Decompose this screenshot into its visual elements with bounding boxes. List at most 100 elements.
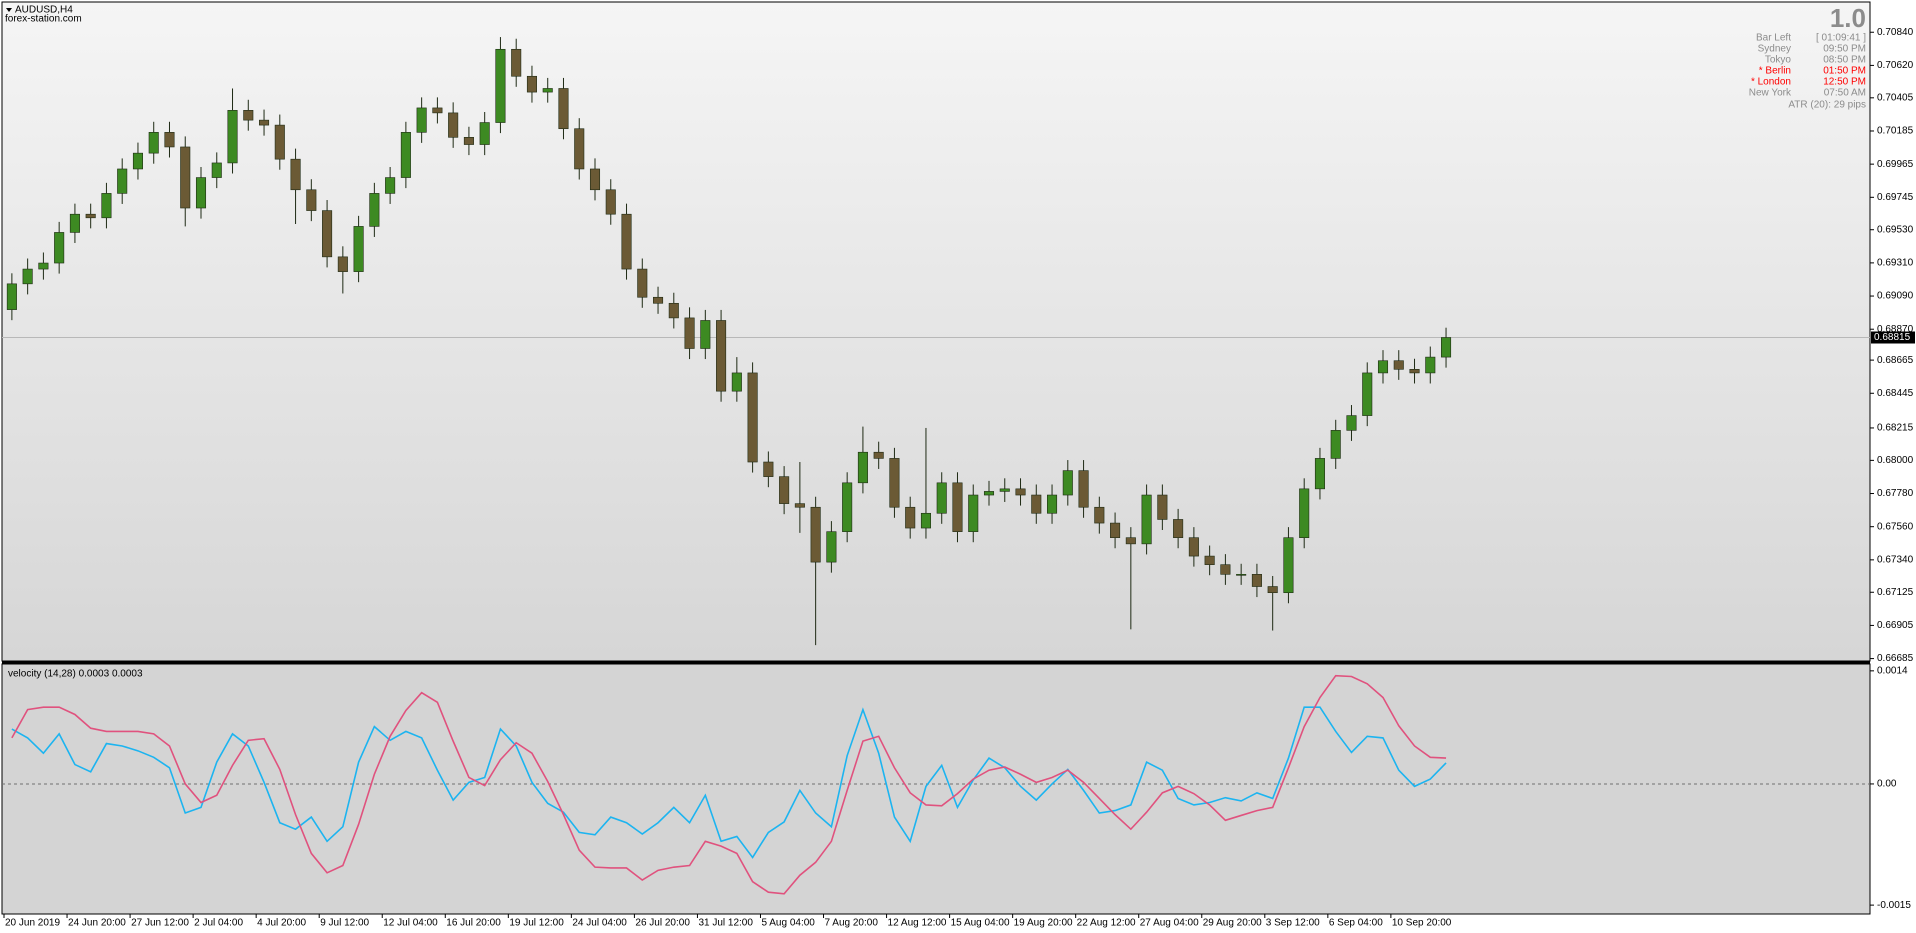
- y-tick-label: -0.0015: [1877, 900, 1911, 911]
- candle-body: [117, 168, 128, 194]
- symbol-title: AUDUSD,H4: [15, 5, 73, 16]
- session-time: [ 01:09:41 ]: [1816, 33, 1866, 44]
- y-tick-label: 0.68215: [1877, 423, 1914, 434]
- candle-body: [38, 262, 49, 270]
- atr-label: ATR (20): 29 pips: [1788, 100, 1866, 111]
- y-tick-label: 0.69745: [1877, 192, 1914, 203]
- current-price-label: 0.68815: [1874, 332, 1911, 343]
- candle-body: [668, 302, 679, 319]
- y-tick-label: 0.70405: [1877, 92, 1914, 103]
- candle-body: [1220, 564, 1231, 575]
- y-tick-label: 0.67560: [1877, 521, 1914, 532]
- y-tick-label: 0.0014: [1877, 665, 1908, 676]
- candle-body: [873, 451, 884, 459]
- candle-body: [763, 461, 774, 477]
- candle-body: [1062, 470, 1073, 496]
- x-tick-label: 10 Sep 20:00: [1392, 918, 1452, 929]
- candle-body: [369, 193, 380, 227]
- candle-body: [526, 75, 537, 93]
- candle-body: [1204, 555, 1215, 565]
- candle-body: [1173, 519, 1184, 538]
- x-tick-label: 16 Jul 20:00: [446, 918, 501, 929]
- candle-body: [794, 503, 805, 508]
- candle-body: [1236, 574, 1247, 576]
- candle-body: [463, 137, 474, 145]
- candle-body: [1031, 494, 1042, 514]
- candle-body: [274, 124, 285, 160]
- candle-body: [227, 110, 238, 164]
- y-tick-label: 0.67340: [1877, 554, 1914, 565]
- candle-body: [779, 476, 790, 504]
- y-tick-label: 0.68445: [1877, 388, 1914, 399]
- x-tick-label: 31 Jul 12:00: [698, 918, 753, 929]
- candle-body: [842, 482, 853, 532]
- candle-body: [306, 189, 317, 211]
- candle-body: [1425, 356, 1436, 374]
- y-tick-label: 0.70185: [1877, 126, 1914, 137]
- velocity-line: [11, 674, 1447, 895]
- candle-body: [148, 132, 159, 154]
- x-tick-label: 27 Jun 12:00: [131, 918, 189, 929]
- candle-body: [322, 210, 333, 258]
- candle-body: [1441, 337, 1452, 358]
- session-time: 01:50 PM: [1823, 66, 1866, 77]
- x-tick-label: 19 Jul 12:00: [509, 918, 564, 929]
- site-name: forex-station.com: [5, 14, 82, 25]
- candle-body: [1047, 494, 1058, 514]
- x-tick-label: 5 Aug 04:00: [761, 918, 815, 929]
- x-tick-label: 9 Jul 12:00: [320, 918, 369, 929]
- candle-body: [1377, 360, 1389, 374]
- x-tick-label: 3 Sep 12:00: [1266, 918, 1320, 929]
- main-panel: [1, 1, 1871, 662]
- y-tick-label: 0.70840: [1877, 27, 1914, 38]
- candle-body: [684, 317, 695, 349]
- x-tick-label: 12 Jul 04:00: [383, 918, 438, 929]
- y-tick-label: 0.68000: [1877, 455, 1914, 466]
- session-time: 07:50 AM: [1824, 88, 1866, 99]
- x-tick-label: 24 Jun 20:00: [68, 918, 126, 929]
- current-price-box: [1871, 331, 1915, 344]
- candle-body: [968, 494, 979, 532]
- session-time: 08:50 PM: [1823, 55, 1866, 66]
- candle-body: [605, 189, 616, 215]
- candle-body: [700, 320, 711, 349]
- indicator-title: velocity (14,28) 0.0003 0.0003: [8, 669, 143, 680]
- candle-body: [385, 177, 396, 194]
- y-tick-label: 0.69530: [1877, 224, 1914, 235]
- y-tick-label: 0.70620: [1877, 60, 1914, 71]
- candle-body: [416, 107, 427, 133]
- x-tick-label: 7 Aug 20:00: [825, 918, 879, 929]
- session-label: New York: [1749, 88, 1792, 99]
- x-tick-label: 20 Jun 2019: [5, 918, 60, 929]
- candle-body: [69, 213, 80, 233]
- candle-body: [259, 119, 270, 126]
- y-tick-label: 0.69090: [1877, 291, 1914, 302]
- candle-body: [810, 506, 821, 563]
- candle-body: [1188, 537, 1199, 557]
- candle-body: [1094, 506, 1105, 524]
- candle-body: [999, 488, 1010, 492]
- candle-body: [1078, 470, 1089, 508]
- candle-body: [889, 458, 900, 508]
- candle-body: [637, 268, 648, 298]
- candle-body: [195, 177, 207, 209]
- indicator-panel: [1, 663, 1871, 915]
- x-tick-label: 19 Aug 20:00: [1014, 918, 1073, 929]
- x-tick-label: 26 Jul 20:00: [635, 918, 690, 929]
- candle-body: [1330, 430, 1341, 459]
- candle-body: [1110, 522, 1121, 538]
- candle-body: [920, 512, 931, 529]
- candle-body: [479, 122, 490, 145]
- y-tick-label: 0.69965: [1877, 159, 1914, 170]
- candle-body: [54, 232, 65, 264]
- session-label: Bar Left: [1756, 33, 1791, 44]
- candle-body: [1346, 415, 1357, 431]
- y-tick-label: 0.68870: [1877, 324, 1914, 335]
- session-label: * Berlin: [1759, 66, 1791, 77]
- candle-body: [1015, 488, 1026, 496]
- candle-body: [164, 132, 175, 148]
- candle-body: [22, 268, 33, 285]
- candle-body: [1267, 586, 1278, 594]
- symbol-menu-arrow[interactable]: [6, 8, 12, 12]
